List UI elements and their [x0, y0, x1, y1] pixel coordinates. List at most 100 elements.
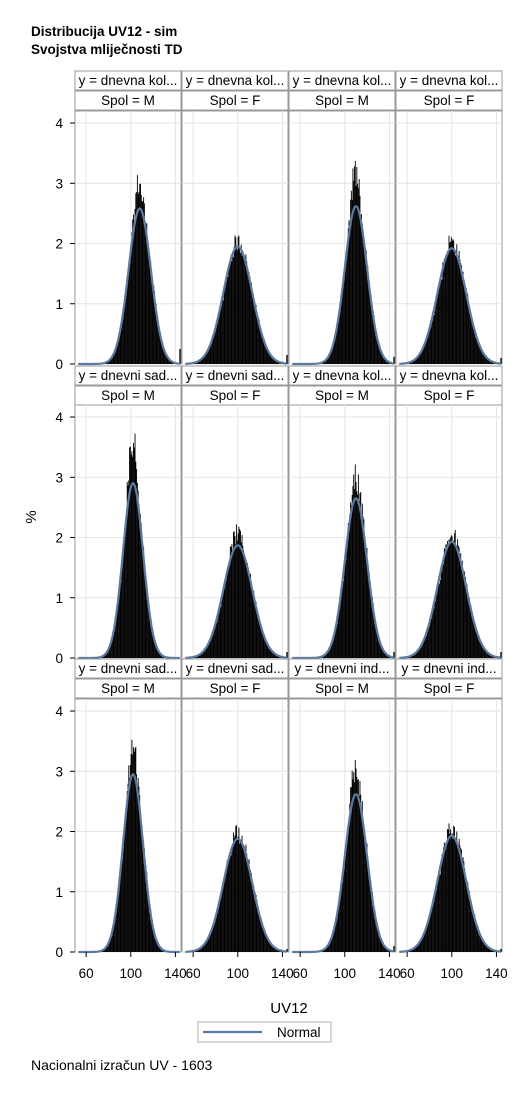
histogram-bar — [463, 280, 465, 364]
panel-r2-c1: y = dnevni sad... Spol = M — [74, 365, 182, 660]
histogram-bar — [478, 929, 480, 952]
histogram-bar — [333, 931, 335, 952]
histogram-bar — [273, 358, 275, 364]
histogram-bar — [379, 639, 380, 658]
histogram-bar — [218, 313, 220, 364]
histogram-bar — [152, 286, 154, 364]
panel-y-label: y = dnevna kol... — [186, 73, 285, 88]
histogram-bar — [362, 516, 364, 658]
histogram-bar — [461, 568, 462, 658]
histogram-bar — [357, 779, 359, 952]
histogram-bar — [326, 358, 328, 364]
histogram-bar — [464, 291, 466, 364]
histogram-bar — [342, 586, 344, 658]
histogram-bar — [461, 560, 463, 658]
histogram-bar — [241, 835, 243, 952]
histogram-bar — [142, 845, 144, 952]
histogram-bar — [444, 549, 446, 658]
histogram-bar — [136, 774, 138, 952]
histogram-bar — [479, 344, 481, 364]
histogram-bar — [447, 829, 449, 952]
panel-header-y — [395, 365, 503, 386]
histogram-bar — [429, 626, 430, 658]
x-tick-label: 100 — [227, 966, 250, 981]
histogram-bar — [372, 311, 374, 364]
histogram-bar — [246, 562, 248, 658]
histogram-bar — [144, 573, 146, 658]
histogram-bar — [271, 649, 273, 658]
histogram-bar — [443, 847, 444, 952]
histogram-bar — [484, 355, 486, 364]
histogram-bar — [450, 241, 452, 364]
histogram-bar — [253, 298, 255, 364]
histogram-bar — [266, 347, 268, 364]
histogram-bar — [208, 643, 210, 658]
histogram-bar — [111, 640, 113, 658]
histogram-bar — [126, 481, 128, 658]
histogram-bar — [204, 650, 205, 658]
histogram-bar — [132, 219, 134, 364]
histogram-bar — [357, 474, 359, 658]
histogram-bar — [201, 358, 203, 364]
histogram-bar — [253, 590, 255, 658]
panel-y-label: y = dnevni sad... — [79, 368, 178, 383]
histogram-bar — [363, 238, 365, 364]
histogram-bar — [448, 823, 450, 952]
histogram-bar — [411, 361, 412, 364]
histogram-bar — [461, 858, 463, 952]
histogram-bar — [471, 911, 473, 952]
histogram-bar — [462, 570, 464, 658]
histogram-bar — [367, 563, 369, 658]
histogram-bar — [420, 647, 422, 658]
histogram-bar — [465, 287, 467, 364]
histogram-bar — [109, 646, 111, 658]
histogram-bar — [247, 563, 248, 658]
histogram-bar — [203, 945, 205, 952]
histogram-bar — [336, 623, 338, 658]
histogram-bar — [482, 938, 484, 952]
histogram-bar — [349, 803, 351, 952]
histogram-bar — [456, 831, 458, 952]
histogram-bar — [244, 560, 246, 658]
histogram-bar — [341, 882, 343, 952]
histogram-bar — [383, 650, 385, 658]
histogram-bar — [361, 214, 362, 364]
histogram-bar — [452, 838, 454, 952]
panel-header-spol — [395, 90, 503, 111]
histogram-bar — [203, 357, 205, 364]
histogram-bar — [464, 571, 466, 658]
histogram-bar — [340, 299, 342, 364]
histogram-bar — [257, 614, 259, 658]
histogram-bar — [420, 940, 422, 952]
histogram-bar — [239, 247, 241, 364]
histogram-bar — [440, 861, 442, 952]
panel-header-y — [181, 365, 289, 386]
histogram-bar — [371, 304, 373, 364]
histogram-bar — [112, 355, 114, 364]
histogram-bar — [386, 948, 387, 952]
histogram-bar — [372, 892, 373, 952]
histogram-bar — [236, 248, 238, 364]
histogram-bar — [461, 279, 463, 364]
histogram-bar — [246, 261, 248, 364]
histogram-bar — [213, 332, 215, 364]
histogram-bar — [375, 624, 377, 658]
histogram-bar — [417, 945, 419, 952]
histogram-bar — [361, 801, 363, 952]
histogram-bar — [450, 535, 452, 658]
histogram-bar — [140, 523, 142, 658]
histogram-bar — [240, 253, 241, 364]
histogram-bar — [325, 654, 327, 658]
panel-y-label: y = dnevna kol... — [79, 73, 178, 88]
histogram-bar — [215, 919, 216, 952]
histogram-bar — [332, 936, 334, 952]
histogram-bar — [350, 504, 352, 658]
histogram-bar — [112, 635, 114, 658]
histogram-bar — [167, 356, 169, 364]
histogram-bar — [343, 272, 345, 364]
histogram-bar — [421, 349, 423, 364]
histogram-bar — [150, 620, 152, 658]
histogram-bar — [455, 251, 457, 364]
histogram-bar — [472, 618, 474, 658]
histogram-bar — [369, 290, 371, 364]
